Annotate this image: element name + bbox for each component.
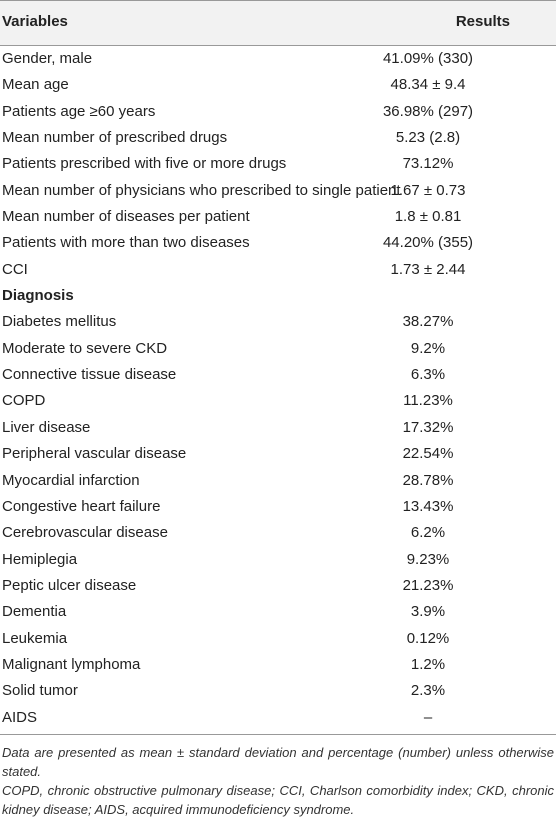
table-header: Variables Results [0,0,556,46]
variable-cell: Patients with more than two diseases [2,234,250,252]
variable-cell: Solid tumor [2,682,78,700]
result-cell: 41.09% (330) [382,50,474,67]
table-row: COPD 11.23% [0,388,556,414]
variable-cell: Congestive heart failure [2,497,161,515]
table-row: Peptic ulcer disease 21.23% [0,573,556,599]
variable-cell: Peptic ulcer disease [2,576,137,594]
footnote-abbreviations: COPD, chronic obstructive pulmonary dise… [2,782,554,817]
result-cell: 6.2% [410,524,446,542]
table-row: Peripheral vascular disease 22.54% [0,441,556,467]
table-row: Leukemia 0.12% [0,626,556,652]
result-cell: 21.23% [402,576,454,594]
table-footnotes: Data are presented as mean ± standard de… [0,735,556,819]
results-header: Results [455,13,510,30]
table-row: Liver disease 17.32% [0,415,556,441]
result-cell: 22.54% [402,445,454,463]
table-row: Malignant lymphoma 1.2% [0,652,556,678]
variable-cell: Mean number of prescribed drugs [2,129,228,147]
variable-cell: CCI [2,260,28,278]
result-cell: 0.12% [406,629,450,647]
result-cell: 6.3% [410,366,446,384]
table-row: Mean age 48.34 ± 9.4 [0,72,556,98]
result-cell: 1.8 ± 0.81 [394,208,462,226]
variable-cell: Gender, male [2,50,93,67]
result-cell: 44.20% (355) [382,234,474,252]
result-cell: 5.23 (2.8) [395,129,461,147]
variable-cell: Leukemia [2,629,68,647]
result-cell: 38.27% [402,313,454,331]
result-cell: – [423,708,433,726]
result-cell: 1.2% [410,655,446,673]
variable-cell: Malignant lymphoma [2,655,141,673]
result-cell: 2.3% [410,682,446,700]
table-row: Moderate to severe CKD 9.2% [0,336,556,362]
section-row: Diagnosis [0,283,556,309]
table-row: Gender, male 41.09% (330) [0,46,556,72]
table-row: Myocardial infarction 28.78% [0,468,556,494]
result-cell: 1.67 ± 0.73 [390,181,466,199]
table-row: Hemiplegia 9.23% [0,547,556,573]
table-body: Gender, male 41.09% (330) Mean age 48.34 ± … [0,46,556,731]
section-label: Diagnosis [2,287,74,305]
variable-cell: COPD [2,392,46,410]
footnote-data-presentation: Data are presented as mean ± standard de… [2,744,554,779]
table-row: Congestive heart failure 13.43% [0,494,556,520]
variable-cell: Liver disease [2,418,91,436]
result-cell: 1.73 ± 2.44 [390,260,466,278]
table-row: CCI 1.73 ± 2.44 [0,257,556,283]
result-cell: 73.12% [402,155,454,173]
table-row: Diabetes mellitus 38.27% [0,309,556,335]
variable-cell: Moderate to severe CKD [2,339,168,357]
table-row: Mean number of prescribed drugs 5.23 (2.8… [0,125,556,151]
variable-cell: Hemiplegia [2,550,78,568]
variable-cell: Connective tissue disease [2,366,177,384]
variable-cell: Patients age ≥60 years [2,102,156,120]
result-cell: 28.78% [402,471,454,489]
variable-cell: Patients prescribed with five or more dr… [2,155,287,173]
result-cell: 36.98% (297) [382,102,474,120]
variable-cell: Diabetes mellitus [2,313,117,331]
variable-cell: Peripheral vascular disease [2,445,187,463]
result-cell: 9.23% [406,550,450,568]
result-cell: 13.43% [402,497,454,515]
variable-cell: Cerebrovascular disease [2,524,168,542]
table-row: Patients age ≥60 years 36.98% (297) [0,99,556,125]
table-row: Patients with more than two diseases 44.2… [0,230,556,256]
variable-cell: AIDS [2,708,38,726]
variable-cell: Mean number of physicians who prescribed… [2,181,401,199]
result-cell: 48.34 ± 9.4 [390,76,466,94]
table-row: Cerebrovascular disease 6.2% [0,520,556,546]
variable-cell: Mean number of diseases per patient [2,208,250,226]
table-row: Dementia 3.9% [0,599,556,625]
table-row: Connective tissue disease 6.3% [0,362,556,388]
table-bottom-rule [0,733,556,735]
result-cell: 3.9% [410,603,446,621]
variable-cell: Dementia [2,603,67,621]
table-row: Mean number of physicians who prescribed… [0,178,556,204]
variable-cell: Myocardial infarction [2,471,140,489]
result-cell: 17.32% [402,418,454,436]
result-cell: 9.2% [410,339,446,357]
table-row: Mean number of diseases per patient 1.8 ±… [0,204,556,230]
variable-cell: Mean age [2,76,69,94]
result-cell: 11.23% [403,392,453,410]
variables-header: Variables [2,13,68,30]
table-row: AIDS – [0,705,556,731]
table-row: Solid tumor 2.3% [0,678,556,704]
table-row: Patients prescribed with five or more dr… [0,151,556,177]
